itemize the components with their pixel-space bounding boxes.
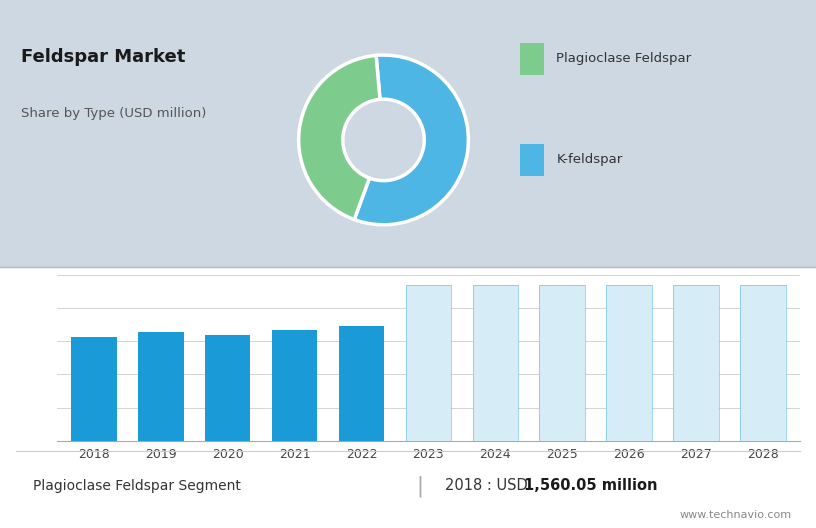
Bar xyxy=(406,285,451,441)
Bar xyxy=(539,285,585,441)
Bar xyxy=(339,326,384,441)
Bar xyxy=(673,285,719,441)
Text: Share by Type (USD million): Share by Type (USD million) xyxy=(20,107,206,120)
Text: |: | xyxy=(417,475,424,496)
Text: Feldspar Market: Feldspar Market xyxy=(20,48,185,66)
Text: 1,560.05 million: 1,560.05 million xyxy=(524,478,658,493)
Bar xyxy=(138,333,184,441)
Bar xyxy=(673,285,719,441)
Bar xyxy=(272,331,317,441)
Text: Plagioclase Feldspar: Plagioclase Feldspar xyxy=(557,52,691,65)
Text: 2018 : USD: 2018 : USD xyxy=(445,478,532,493)
Bar xyxy=(740,285,786,441)
FancyBboxPatch shape xyxy=(520,43,544,74)
Bar xyxy=(71,337,117,441)
Bar xyxy=(539,285,585,441)
Text: Plagioclase Feldspar Segment: Plagioclase Feldspar Segment xyxy=(33,479,241,493)
Bar xyxy=(472,285,518,441)
Bar xyxy=(205,335,251,441)
Wedge shape xyxy=(354,55,468,225)
FancyBboxPatch shape xyxy=(520,144,544,176)
Bar xyxy=(406,285,451,441)
Text: www.technavio.com: www.technavio.com xyxy=(680,510,792,520)
Bar xyxy=(606,285,652,441)
Bar xyxy=(740,285,786,441)
Bar xyxy=(472,285,518,441)
Text: K-feldspar: K-feldspar xyxy=(557,154,623,166)
Bar xyxy=(606,285,652,441)
Wedge shape xyxy=(299,55,380,220)
